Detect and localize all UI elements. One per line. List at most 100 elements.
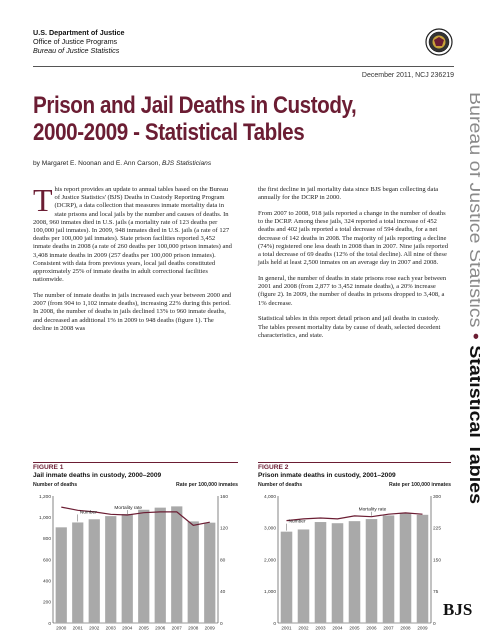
left-tick-label: 3,000 (264, 526, 276, 532)
left-tick-label: 800 (43, 536, 51, 542)
bar (416, 514, 429, 623)
bar (72, 522, 84, 623)
series-label-number: Number (289, 519, 306, 525)
x-tick-label: 2008 (188, 626, 199, 631)
series-label-rate: Mortality rate (114, 505, 142, 511)
figure-label: FIGURE 2 (258, 462, 451, 471)
x-tick-label: 2003 (315, 626, 326, 631)
bar (187, 521, 199, 623)
left-axis-title: Number of deaths (258, 482, 303, 488)
x-tick-label: 2000 (56, 626, 67, 631)
bar (154, 507, 166, 623)
bar (171, 506, 183, 623)
bar (399, 513, 412, 623)
right-tick-label: 160 (220, 494, 228, 500)
left-tick-label: 400 (43, 578, 51, 584)
sidebar-separator: • (466, 327, 480, 345)
x-tick-label: 2004 (122, 626, 133, 631)
left-tick-label: 4,000 (264, 494, 276, 500)
bureau-name: Bureau of Justice Statistics (33, 46, 120, 56)
figure-2: FIGURE 2 Prison inmate deaths in custody… (258, 462, 451, 633)
bar (365, 519, 378, 623)
mortality-rate-line (61, 506, 210, 527)
agency-header: U.S. Department of Justice Office of Jus… (33, 28, 124, 56)
x-tick-label: 2006 (366, 626, 377, 631)
left-tick-label: 600 (43, 557, 51, 563)
right-tick-label: 225 (433, 526, 441, 532)
bar (314, 522, 327, 623)
bar (138, 509, 150, 623)
series-sidebar: Bureau of Justice Statistics • Statistic… (452, 88, 486, 508)
x-tick-label: 2001 (281, 626, 292, 631)
office-name: Office of Justice Programs (33, 37, 118, 47)
right-tick-label: 120 (220, 526, 228, 532)
figure-label: FIGURE 1 (33, 462, 238, 471)
x-tick-label: 2008 (400, 626, 411, 631)
x-tick-label: 2004 (332, 626, 343, 631)
series-label-number: Number (80, 509, 97, 515)
bar (121, 513, 133, 623)
right-tick-label: 0 (433, 621, 436, 627)
right-tick-label: 0 (220, 621, 223, 627)
svg-text:Bureau of Justice Statistics •: Bureau of Justice Statistics • Statistic… (466, 92, 480, 504)
x-tick-label: 2002 (89, 626, 100, 631)
left-tick-label: 200 (43, 600, 51, 606)
x-tick-label: 2009 (417, 626, 428, 631)
drop-cap: T (33, 182, 53, 218)
sidebar-series-type: Statistical Tables (466, 345, 480, 504)
left-tick-label: 2,000 (264, 557, 276, 563)
right-tick-label: 40 (220, 589, 226, 595)
body-column-right: the first decline in jail mortality data… (258, 186, 451, 348)
bar (55, 527, 67, 623)
figure-title: Jail inmate deaths in custody, 2000–2009 (33, 472, 162, 479)
bar (88, 519, 100, 623)
x-tick-label: 2003 (106, 626, 117, 631)
series-label-rate: Mortality rate (359, 507, 387, 513)
x-tick-label: 2005 (349, 626, 360, 631)
header-rule (33, 66, 454, 67)
left-tick-label: 0 (273, 621, 276, 627)
byline: by Margaret E. Noonan and E. Ann Carson,… (33, 160, 211, 167)
right-tick-label: 75 (433, 589, 439, 595)
bar (105, 516, 117, 623)
figure-1: FIGURE 1 Jail inmate deaths in custody, … (33, 462, 238, 633)
body-paragraph: In general, the number of deaths in stat… (258, 275, 447, 307)
x-tick-label: 2007 (383, 626, 394, 631)
x-tick-label: 2007 (172, 626, 183, 631)
right-tick-label: 80 (220, 557, 226, 563)
byline-role: BJS Statisticians (162, 160, 212, 167)
department-name: U.S. Department of Justice (33, 28, 125, 37)
sidebar-series-name: Bureau of Justice Statistics (466, 92, 480, 328)
doj-seal-icon (425, 28, 453, 56)
bar (280, 531, 293, 623)
right-axis-title: Rate per 100,000 inmates (389, 482, 451, 488)
x-tick-label: 2006 (155, 626, 166, 631)
right-axis-title: Rate per 100,000 inmates (176, 482, 238, 488)
report-title: Prison and Jail Deaths in Custody, 2000-… (33, 92, 357, 146)
figure-title: Prison inmate deaths in custody, 2001–20… (258, 472, 396, 479)
left-tick-label: 1,200 (39, 494, 51, 500)
x-tick-label: 2005 (139, 626, 150, 631)
bar (204, 522, 216, 623)
body-paragraph: From 2007 to 2008, 918 jails reported a … (258, 210, 448, 267)
body-paragraph: The number of inmate deaths in jails inc… (33, 292, 232, 332)
left-tick-label: 1,000 (264, 589, 276, 595)
prison-deaths-chart: 0 1,000 2,000 3,000 4,000 0 75 150 225 300 2001 200… (264, 494, 441, 631)
left-tick-label: 0 (48, 621, 51, 627)
body-paragraph: Statistical tables in this report detail… (258, 315, 441, 339)
right-tick-label: 150 (433, 557, 441, 563)
bar (348, 521, 361, 623)
jail-deaths-chart: 0 200 400 600 800 1,000 1,200 0 40 80 120 160 2000 20… (39, 494, 228, 631)
bar (331, 523, 344, 623)
left-axis-title: Number of deaths (33, 482, 78, 488)
bjs-logo: BJS (443, 600, 473, 619)
x-tick-label: 2002 (298, 626, 309, 631)
left-tick-label: 1,000 (39, 515, 51, 521)
mortality-rate-line (286, 512, 423, 522)
x-tick-label: 2001 (73, 626, 84, 631)
date-and-ncj: December 2011, NCJ 236219 (361, 72, 454, 79)
bar (297, 529, 310, 623)
byline-authors: by Margaret E. Noonan and E. Ann Carson, (33, 160, 161, 167)
